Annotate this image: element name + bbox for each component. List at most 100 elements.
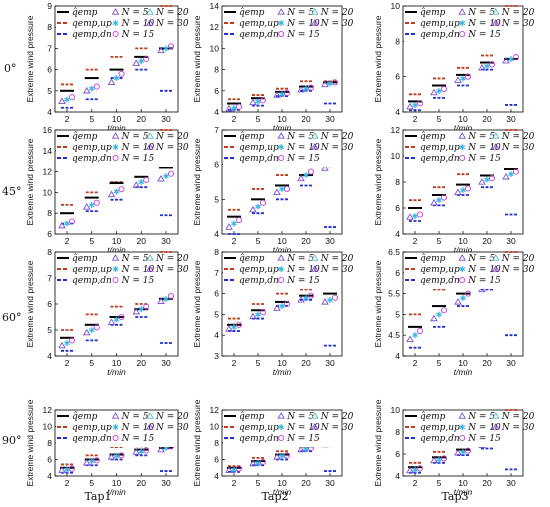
n10-point: ✱	[231, 323, 238, 332]
legend-n15-label: N = 15	[121, 154, 155, 164]
n5-point	[454, 188, 462, 196]
y-tick-label: 5	[47, 86, 52, 96]
legend-n15: N = 15	[112, 154, 155, 164]
n15-point	[118, 70, 125, 77]
legend-n10-label: N = 10	[286, 19, 320, 29]
n10-point: ✱	[279, 452, 286, 461]
legend-emp-label: q̂emp	[420, 131, 446, 142]
y-tick-label: 6	[214, 86, 219, 96]
y-tick-label: 6	[395, 268, 400, 278]
legend-n5-swatch	[277, 412, 285, 419]
n5-point	[132, 307, 141, 315]
y-tick-label: 8	[214, 65, 219, 75]
legend-n15-label: N = 15	[467, 276, 501, 286]
legend-n15-swatch	[112, 276, 119, 284]
x-tick-label: 10	[458, 236, 468, 246]
legend-up: qemp,up	[405, 265, 460, 275]
legend-n5-swatch	[111, 412, 120, 419]
n5-point	[82, 458, 91, 466]
x-tick-label: 20	[482, 114, 492, 124]
legend-n10: ✱ N = 10	[112, 423, 154, 433]
y-tick-label: 8	[395, 177, 400, 187]
legend-emp-label: q̂emp	[239, 411, 265, 422]
legend-up: qemp,up	[57, 423, 112, 433]
y-tick-label: 5	[214, 194, 219, 204]
y-tick-label: 6	[47, 299, 52, 309]
y-tick-label: 14	[43, 146, 53, 156]
y-tick-label: 6	[214, 160, 219, 170]
n5-point	[406, 213, 414, 220]
panel-2-0: 4 5 6 7 8 2 5 10 20 30 t/min Extreme wind pressure ✱…	[25, 247, 189, 377]
n10-point: ✱	[163, 295, 170, 304]
y-tick-label: 4	[214, 471, 219, 481]
legend-dn: qemp,dn	[224, 276, 279, 286]
legend-n10-label: N = 10	[121, 19, 155, 29]
n5-point	[82, 203, 91, 210]
legend-n20: N = 20	[311, 412, 354, 422]
legend-emp: q̂emp	[57, 253, 98, 264]
row-label-60: 60°	[2, 311, 22, 324]
n15-point	[68, 337, 76, 344]
n10-point: ✱	[231, 465, 238, 474]
y-tick-label: 8	[47, 208, 52, 218]
n5-point	[107, 190, 116, 198]
legend-n5-swatch	[277, 132, 285, 139]
y-axis-label: Extreme wind pressure	[192, 260, 202, 347]
x-tick-label: 10	[277, 478, 287, 488]
legend-n15-label: N = 15	[286, 434, 320, 444]
n5-point	[478, 178, 486, 185]
legend-n10: ✱ N = 10	[459, 423, 501, 433]
n10-point: ✱	[163, 444, 170, 453]
n10-point: ✱	[113, 316, 120, 325]
y-tick-label: 10	[391, 405, 401, 415]
legend-emp-label: q̂emp	[72, 253, 98, 264]
n15-point	[259, 97, 267, 104]
n5-point	[107, 318, 116, 325]
x-tick-label: 2	[65, 236, 70, 246]
legend-n20-label: N = 20	[320, 412, 354, 422]
n10-point: ✱	[412, 212, 419, 221]
legend-emp-label: q̂emp	[420, 7, 446, 18]
n15-point	[143, 176, 150, 183]
x-tick-label: 20	[301, 358, 311, 368]
legend-n30: N = 30	[492, 265, 535, 275]
n15-point	[259, 199, 267, 206]
legend-n15-swatch	[112, 434, 119, 442]
legend-emp-label: q̂emp	[239, 253, 265, 264]
n15-point	[68, 465, 76, 472]
x-tick-label: 30	[506, 114, 516, 124]
x-tick-label: 2	[232, 358, 237, 368]
n10-point: ✱	[138, 178, 145, 187]
panel-3-0: 4 6 8 10 12 2 5 10 20 30 t/min Extreme wind pressur…	[25, 399, 189, 497]
x-tick-label: 2	[413, 478, 418, 488]
panel-1-0: 6 8 10 12 14 16 2 5 10 20 30 t/min Extreme wind pres…	[25, 125, 189, 255]
legend-n5-swatch	[458, 8, 466, 15]
x-tick-label: 30	[325, 114, 335, 124]
n15-point	[143, 447, 150, 454]
y-tick-label: 7	[214, 268, 219, 278]
legend-n30-swatch	[311, 19, 319, 26]
n15-point	[167, 170, 175, 177]
n15-point	[464, 290, 472, 297]
n5-point	[58, 221, 66, 229]
n10-point: ✱	[113, 74, 120, 83]
legend-n20-label: N = 20	[320, 8, 354, 18]
y-tick-label: 4	[47, 351, 52, 361]
n5-point	[273, 304, 281, 311]
n10-point: ✱	[163, 172, 170, 181]
n5-point	[225, 104, 233, 112]
n10-point: ✱	[279, 302, 286, 311]
legend-n5-label: N = 5	[286, 132, 314, 142]
legend-n30-swatch	[311, 423, 319, 430]
y-tick-label: 4	[395, 107, 400, 117]
legend-n15-swatch	[459, 30, 466, 38]
y-tick-label: 4.5	[388, 330, 400, 340]
legend-n30-swatch	[146, 19, 154, 26]
legend-n10: ✱ N = 10	[112, 19, 154, 29]
legend-up-label: qemp,up	[420, 423, 460, 433]
legend-n10: ✱ N = 10	[278, 265, 320, 275]
n15-point	[440, 194, 448, 201]
legend-emp-label: q̂emp	[239, 7, 265, 18]
